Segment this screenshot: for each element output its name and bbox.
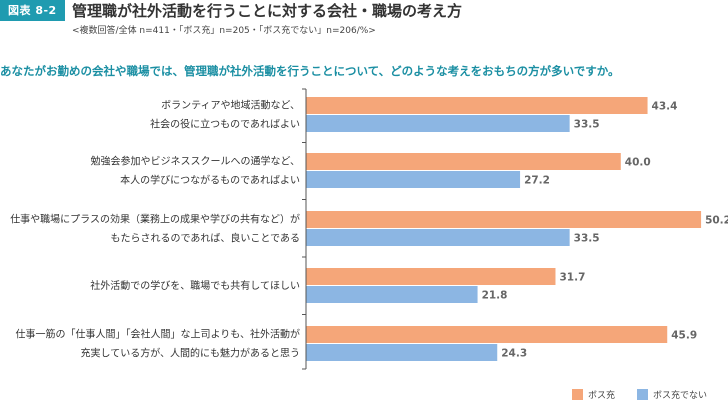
category-label: 充実している方が、人間的にも魅力があると思う	[81, 347, 301, 360]
category-label: 社外活動での学びを、職場でも共有してほしい	[90, 279, 300, 292]
bar-series1	[306, 268, 556, 285]
survey-question: あなたがお勤めの会社や職場では、管理職が社外活動を行うことについて、どのような考…	[0, 64, 620, 78]
data-label: 33.5	[574, 119, 600, 131]
bar-series2	[306, 171, 521, 188]
figure-number-badge: 図表 8-2	[0, 0, 65, 21]
bar-series2	[306, 229, 570, 246]
category-label: 本人の学びにつながるものであればよい	[120, 174, 300, 187]
bar-series1	[306, 153, 621, 170]
figure-title: 管理職が社外活動を行うことに対する会社・職場の考え方	[72, 2, 463, 20]
category-label: 仕事や職場にプラスの効果（業務上の成果や学びの共有など）が	[10, 213, 300, 226]
legend-swatch-series1	[572, 388, 583, 400]
category-label: 勉強会参加やビジネススクールへの通学など、	[91, 155, 301, 168]
data-label: 45.9	[671, 330, 697, 342]
category-label: ボランティアや地域活動など、	[161, 99, 300, 112]
data-label: 33.5	[574, 233, 600, 245]
data-label: 31.7	[559, 272, 585, 284]
bar-series2	[306, 344, 498, 361]
data-label: 40.0	[625, 157, 651, 169]
category-label: 仕事一筋の「仕事人間」「会社人間」な上司よりも、社外活動が	[16, 328, 301, 341]
figure-subtitle: <複数回答/全体 n=411・「ボス充」n=205・「ボス充でない」n=206/…	[72, 26, 376, 36]
bar-series1	[306, 211, 702, 228]
legend-swatch-series2	[637, 388, 649, 400]
data-label: 21.8	[482, 290, 508, 302]
data-label: 43.4	[652, 101, 678, 113]
category-label: もたらされるのであれば、良いことである	[111, 232, 301, 245]
bar-series1	[306, 326, 668, 343]
data-label: 50.2	[705, 215, 728, 227]
legend-label-series2: ボス充でない	[653, 390, 708, 401]
category-label: 社会の役に立つものであればよい	[150, 118, 300, 131]
chart-legend: ボス充 ボス充でない	[572, 388, 708, 401]
data-label: 24.3	[501, 348, 527, 360]
bar-series1	[306, 97, 648, 114]
legend-label-series1: ボス充	[588, 390, 616, 401]
bar-series2	[306, 115, 570, 132]
bar-series2	[306, 286, 478, 303]
data-label: 27.2	[524, 175, 550, 187]
